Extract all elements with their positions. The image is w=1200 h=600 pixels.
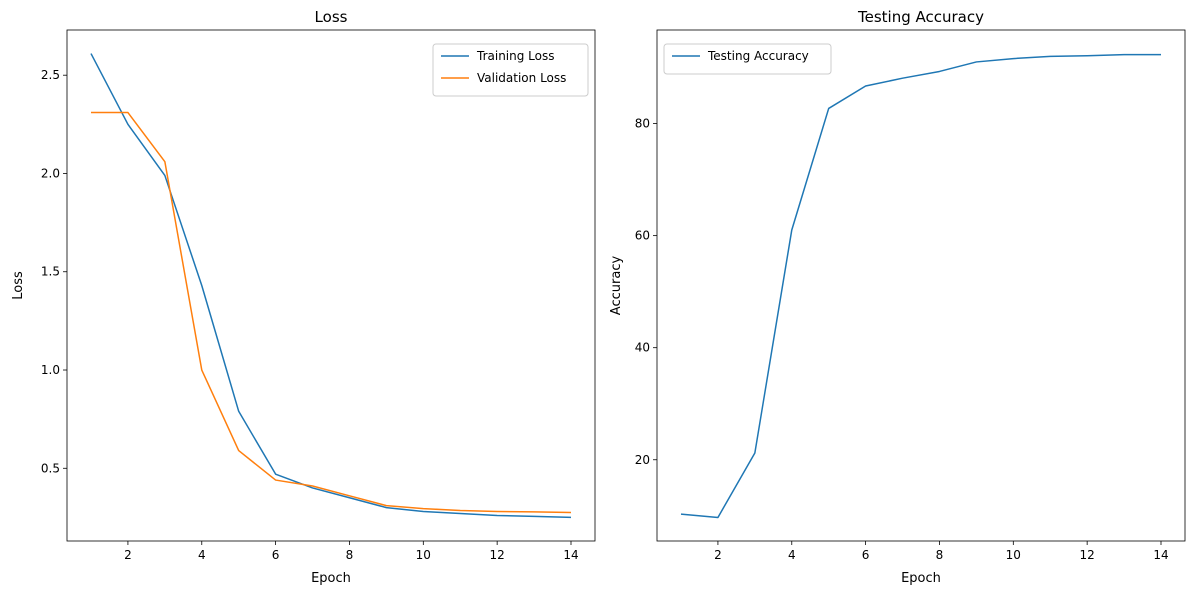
y-tick-label: 60: [635, 229, 650, 243]
plot-frame: [66, 29, 596, 542]
series-line-1: [90, 53, 572, 519]
x-tick-label: 2: [714, 548, 722, 562]
chart-panel-1: Loss 2 4 6 8 10 12 14 0.5 1.0 1.5 2.0 2.5 Epoch Loss Tr…: [11, 8, 596, 586]
x-tick-label: 4: [198, 548, 206, 562]
legend: Testing Accuracy: [663, 43, 832, 75]
chart-title: Loss: [315, 8, 348, 26]
x-tick-label: 14: [1153, 548, 1168, 562]
y-tick-label: 1.5: [41, 265, 60, 279]
y-tick-label: 0.5: [41, 461, 60, 475]
x-tick-label: 14: [563, 548, 578, 562]
legend-box: [663, 43, 832, 75]
chart-panel-2: Testing Accuracy 2 4 6 8 10 12 14 20 40 60 80 Epoch A…: [609, 8, 1186, 586]
y-tick-label: 40: [635, 341, 650, 355]
legend: Training Loss Validation Loss: [432, 43, 589, 97]
x-tick-label: 8: [346, 548, 354, 562]
y-tick-label: 20: [635, 453, 650, 467]
x-tick-label: 6: [862, 548, 870, 562]
x-axis-label: Epoch: [311, 571, 351, 586]
series-line-1: [680, 53, 1161, 519]
y-tick-label: 80: [635, 117, 650, 131]
x-tick-label: 8: [936, 548, 944, 562]
legend-label: Validation Loss: [477, 71, 566, 85]
x-tick-label: 12: [1080, 548, 1095, 562]
y-axis-label: Loss: [11, 271, 26, 300]
x-tick-label: 10: [416, 548, 431, 562]
legend-label: Testing Accuracy: [707, 49, 809, 63]
y-tick-label: 1.0: [41, 363, 60, 377]
x-tick-label: 2: [124, 548, 132, 562]
legend-label: Training Loss: [476, 49, 554, 63]
x-tick-label: 10: [1006, 548, 1021, 562]
y-tick-label: 2.0: [41, 166, 60, 180]
chart-title: Testing Accuracy: [857, 8, 984, 26]
x-axis-label: Epoch: [901, 571, 941, 586]
legend-box: [432, 43, 589, 97]
x-tick-label: 6: [272, 548, 280, 562]
x-tick-label: 4: [788, 548, 796, 562]
y-tick-label: 2.5: [41, 68, 60, 82]
series-line-2: [91, 111, 572, 514]
y-axis-label: Accuracy: [609, 256, 624, 316]
plot-frame: [656, 29, 1186, 542]
x-tick-label: 12: [490, 548, 505, 562]
